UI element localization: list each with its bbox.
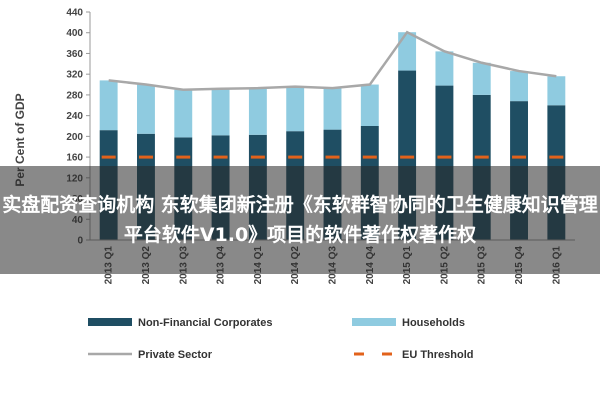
legend-label: Households: [402, 317, 465, 329]
y-tick-label: 320: [66, 70, 83, 81]
lines: [101, 30, 564, 159]
y-tick-label: 400: [66, 28, 83, 39]
bar-households: [547, 76, 566, 106]
legend-swatch: [352, 318, 396, 326]
bar-households: [510, 71, 528, 102]
legend-label: Non-Financial Corporates: [138, 317, 272, 329]
legend-item: EU Threshold: [354, 349, 474, 361]
bar-households: [99, 80, 118, 131]
legend-label: Private Sector: [138, 349, 213, 361]
bar-households: [137, 84, 155, 134]
bar-households: [174, 89, 193, 138]
legend: Non-Financial Corporates Households Privat…: [88, 317, 474, 361]
bar-households: [286, 86, 305, 132]
bar-households: [472, 62, 491, 95]
y-tick-label: 240: [66, 111, 83, 122]
y-tick-label: 440: [66, 8, 83, 19]
bar-households: [248, 88, 267, 135]
overlay-text: 实盘配资查询机构 东软集团新注册《东软群智协同的卫生健康知识管理平台软件V1.0…: [2, 194, 598, 246]
bar-households: [211, 88, 230, 136]
y-axis-label: Per Cent of GDP: [13, 93, 27, 186]
legend-item: Non-Financial Corporates: [88, 317, 272, 329]
bar-households: [323, 88, 342, 130]
bar-households: [360, 84, 379, 126]
bar-households: [435, 51, 454, 86]
line-private-sector: [108, 30, 557, 91]
y-tick-label: 160: [66, 153, 83, 164]
legend-item: Households: [352, 317, 465, 329]
y-tick-label: 360: [66, 49, 83, 60]
legend-label: EU Threshold: [402, 349, 474, 361]
y-tick-label: 200: [66, 132, 83, 143]
watermark-overlay: 实盘配资查询机构 东软集团新注册《东软群智协同的卫生健康知识管理平台软件V1.0…: [0, 166, 600, 274]
legend-item: Private Sector: [88, 349, 213, 361]
bar-households: [398, 32, 417, 71]
y-tick-label: 280: [66, 90, 83, 101]
legend-swatch: [88, 318, 132, 326]
